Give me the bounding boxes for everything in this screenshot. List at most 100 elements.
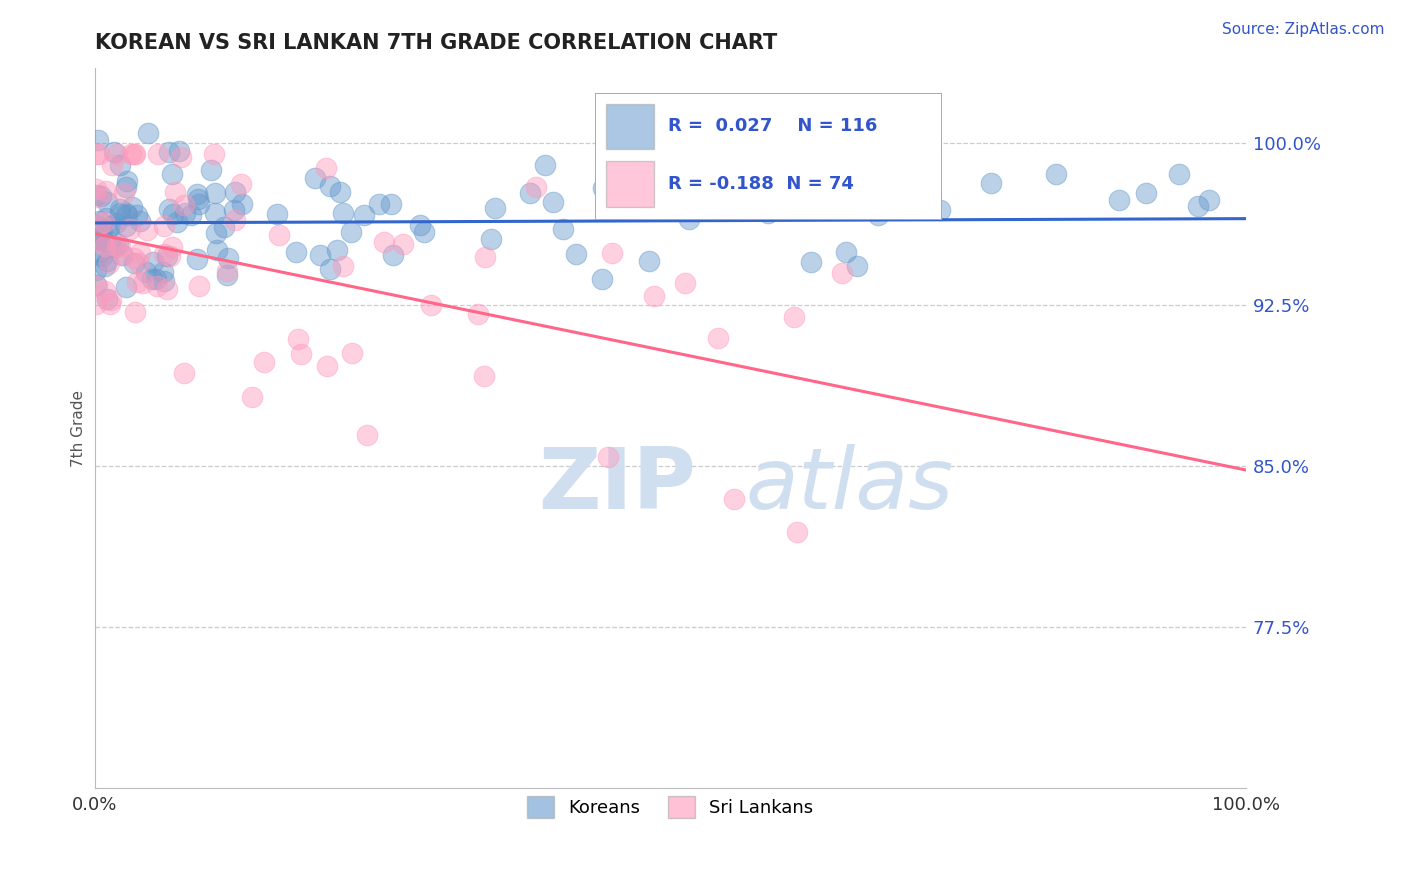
Point (356, 428, 378, 442)
Point (673, 276, 696, 290)
Point (136, 126, 159, 140)
Point (117, 208, 139, 222)
Point (141, 272, 163, 286)
Legend: Koreans, Sri Lankans: Koreans, Sri Lankans (520, 789, 821, 826)
Point (412, 225, 434, 239)
Point (87, 134, 110, 148)
Point (121, 200, 143, 214)
Point (118, 221, 141, 235)
Point (104, 216, 127, 230)
Point (105, 147, 128, 161)
Point (1135, 186, 1157, 200)
Point (287, 332, 309, 346)
Point (90, 230, 112, 244)
Point (115, 180, 138, 194)
Point (800, 255, 823, 269)
Point (156, 283, 179, 297)
Point (231, 196, 253, 211)
Point (108, 239, 131, 253)
Point (115, 280, 138, 294)
Point (187, 192, 209, 206)
Point (152, 265, 174, 279)
Point (93, 284, 115, 298)
Point (519, 186, 541, 201)
Point (135, 223, 157, 237)
Point (101, 158, 124, 172)
Point (96, 253, 118, 268)
Point (100, 238, 122, 252)
Point (120, 147, 142, 161)
Point (87, 214, 110, 228)
Point (153, 247, 176, 261)
Point (592, 181, 614, 195)
Point (474, 250, 496, 264)
Point (229, 178, 252, 192)
Point (596, 450, 619, 465)
Text: KOREAN VS SRI LANKAN 7TH GRADE CORRELATION CHART: KOREAN VS SRI LANKAN 7TH GRADE CORRELATI… (94, 33, 778, 53)
Point (90, 249, 112, 263)
Point (89, 245, 111, 260)
Point (212, 219, 235, 234)
Point (266, 207, 288, 221)
Point (173, 206, 195, 220)
Point (188, 279, 211, 293)
Point (215, 268, 238, 282)
Point (89, 231, 111, 245)
Point (165, 185, 187, 199)
Point (309, 248, 332, 262)
Point (723, 492, 745, 507)
Point (1198, 193, 1220, 207)
Point (565, 246, 588, 260)
Point (100, 293, 122, 307)
Point (319, 261, 342, 276)
Point (153, 219, 176, 234)
Point (91, 235, 114, 250)
Point (541, 194, 564, 209)
Point (91, 226, 114, 240)
Point (479, 231, 502, 245)
Point (186, 186, 208, 201)
Point (205, 244, 228, 258)
Point (329, 186, 352, 200)
Point (122, 147, 145, 161)
Point (224, 213, 246, 227)
Point (153, 274, 176, 288)
Point (472, 368, 495, 383)
Point (94, 259, 117, 273)
Point (315, 161, 337, 175)
Point (217, 252, 239, 266)
Point (87, 147, 110, 161)
Point (84, 147, 107, 161)
Point (173, 198, 195, 212)
Point (786, 525, 808, 540)
Point (845, 259, 868, 273)
Point (332, 206, 354, 220)
Point (124, 305, 146, 319)
Point (167, 144, 190, 158)
Point (129, 246, 152, 260)
Point (318, 178, 340, 193)
Point (534, 157, 557, 171)
Point (84, 218, 107, 232)
Point (122, 251, 145, 265)
Point (173, 367, 195, 381)
Point (84, 278, 107, 293)
Point (253, 354, 276, 368)
Point (980, 176, 1002, 190)
Point (204, 186, 226, 200)
Point (159, 249, 181, 263)
Point (866, 208, 889, 222)
Point (315, 359, 337, 374)
Point (96, 224, 118, 238)
Point (200, 162, 222, 177)
Point (224, 185, 246, 199)
Point (267, 227, 290, 242)
Point (373, 235, 395, 249)
Point (110, 202, 132, 217)
Point (84, 263, 107, 277)
Point (157, 145, 180, 160)
Point (623, 202, 645, 216)
Point (340, 346, 363, 360)
Point (224, 203, 246, 218)
Point (115, 174, 138, 188)
